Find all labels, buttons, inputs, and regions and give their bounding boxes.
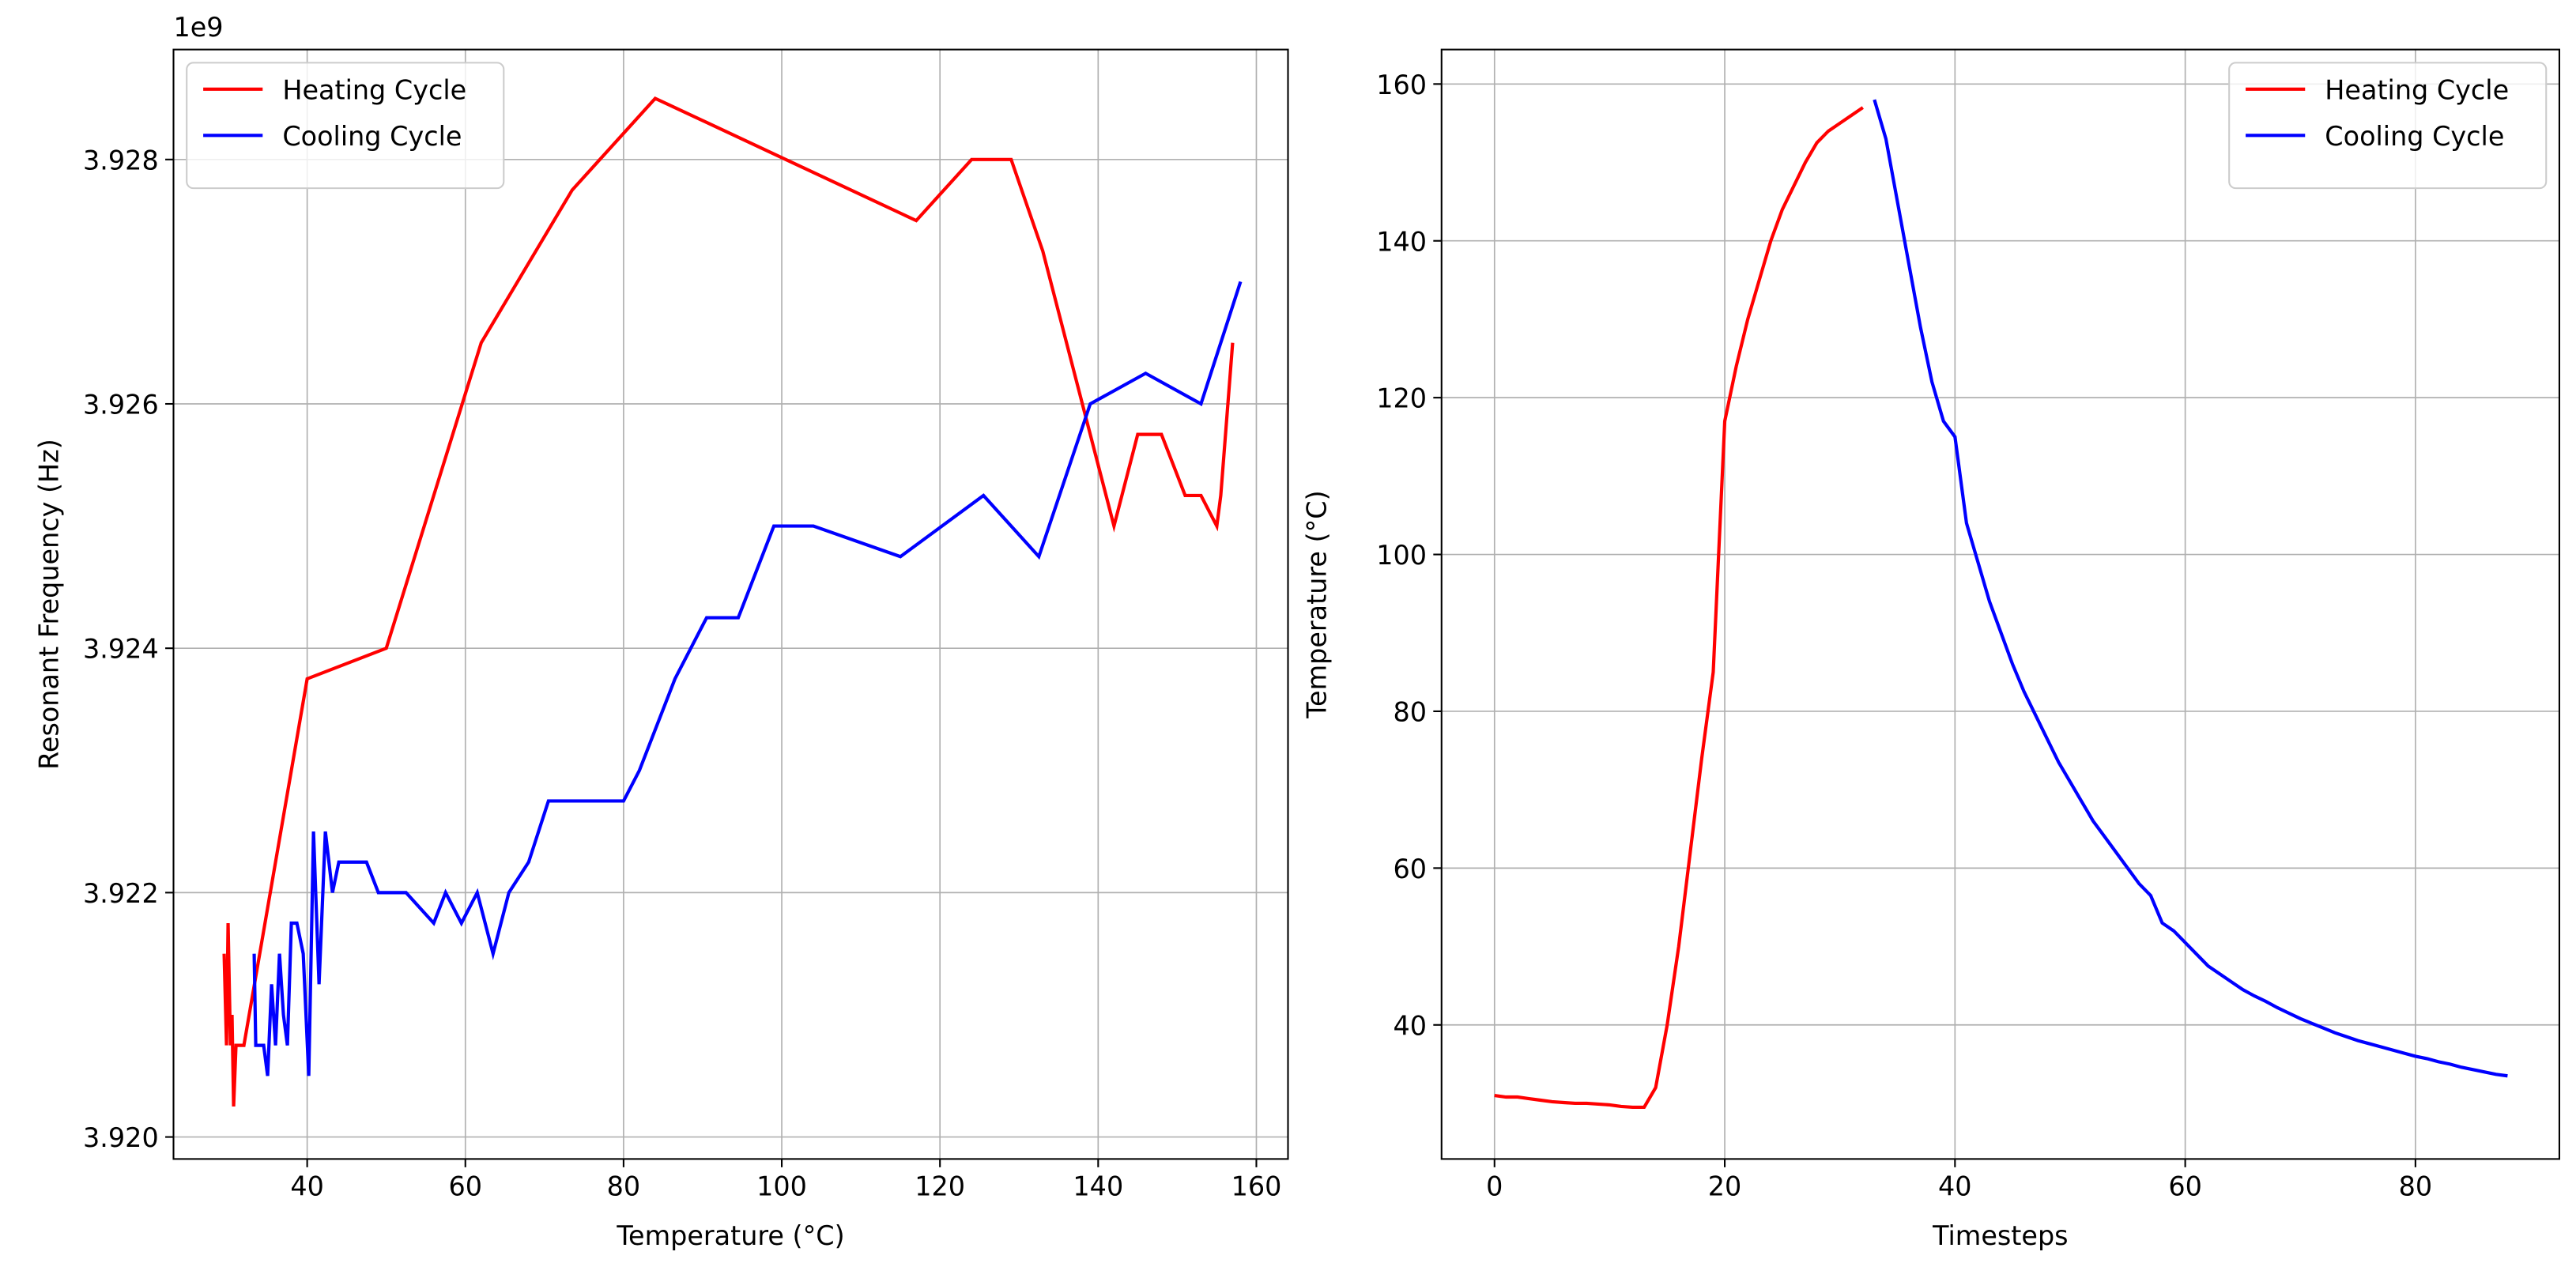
x-axis-label: Timesteps bbox=[1932, 1220, 2068, 1251]
x-tick-label: 100 bbox=[756, 1171, 807, 1201]
x-tick-label: 0 bbox=[1486, 1171, 1503, 1201]
x-tick-label: 120 bbox=[915, 1171, 965, 1201]
x-tick-label: 40 bbox=[1938, 1171, 1972, 1201]
axes-frame bbox=[172, 48, 1289, 1160]
legend-label: Cooling Cycle bbox=[282, 121, 462, 152]
y-tick-label: 3.922 bbox=[83, 878, 159, 909]
y-tick-label: 3.926 bbox=[83, 390, 159, 420]
legend-box bbox=[2228, 62, 2548, 190]
y-tick-label: 3.928 bbox=[83, 145, 159, 175]
x-tick-label: 20 bbox=[1708, 1171, 1742, 1201]
legend-label: Heating Cycle bbox=[282, 74, 466, 105]
x-axis-label: Temperature (°C) bbox=[616, 1220, 844, 1251]
y-axis-label: Temperature (°C) bbox=[1302, 490, 1333, 718]
y-tick-label: 3.924 bbox=[83, 634, 159, 665]
x-tick-label: 160 bbox=[1231, 1171, 1282, 1201]
y-tick-label: 120 bbox=[1376, 383, 1427, 414]
x-tick-label: 40 bbox=[290, 1171, 324, 1201]
data-line bbox=[222, 96, 1235, 1107]
y-tick-label: 3.920 bbox=[83, 1122, 159, 1153]
y-tick-label: 80 bbox=[1393, 696, 1427, 727]
y-tick-label: 100 bbox=[1376, 540, 1427, 571]
legend-label: Cooling Cycle bbox=[2325, 121, 2504, 152]
x-tick-label: 80 bbox=[2399, 1171, 2433, 1201]
y-tick-label: 60 bbox=[1393, 854, 1427, 884]
y-axis-label: Resonant Frequency (Hz) bbox=[33, 439, 64, 770]
data-line bbox=[1873, 99, 2508, 1078]
legend-box bbox=[186, 62, 505, 190]
y-tick-label: 160 bbox=[1376, 70, 1427, 100]
y-tick-label: 140 bbox=[1376, 226, 1427, 257]
x-tick-label: 60 bbox=[449, 1171, 483, 1201]
data-line bbox=[1494, 106, 1864, 1110]
axes-frame bbox=[1440, 48, 2560, 1160]
x-tick-label: 140 bbox=[1073, 1171, 1123, 1201]
x-tick-label: 60 bbox=[2168, 1171, 2202, 1201]
y-tick-label: 40 bbox=[1393, 1010, 1427, 1041]
offset-text: 1e9 bbox=[174, 12, 224, 43]
data-line bbox=[252, 281, 1243, 1076]
legend-label: Heating Cycle bbox=[2325, 74, 2509, 105]
x-tick-label: 80 bbox=[607, 1171, 641, 1201]
